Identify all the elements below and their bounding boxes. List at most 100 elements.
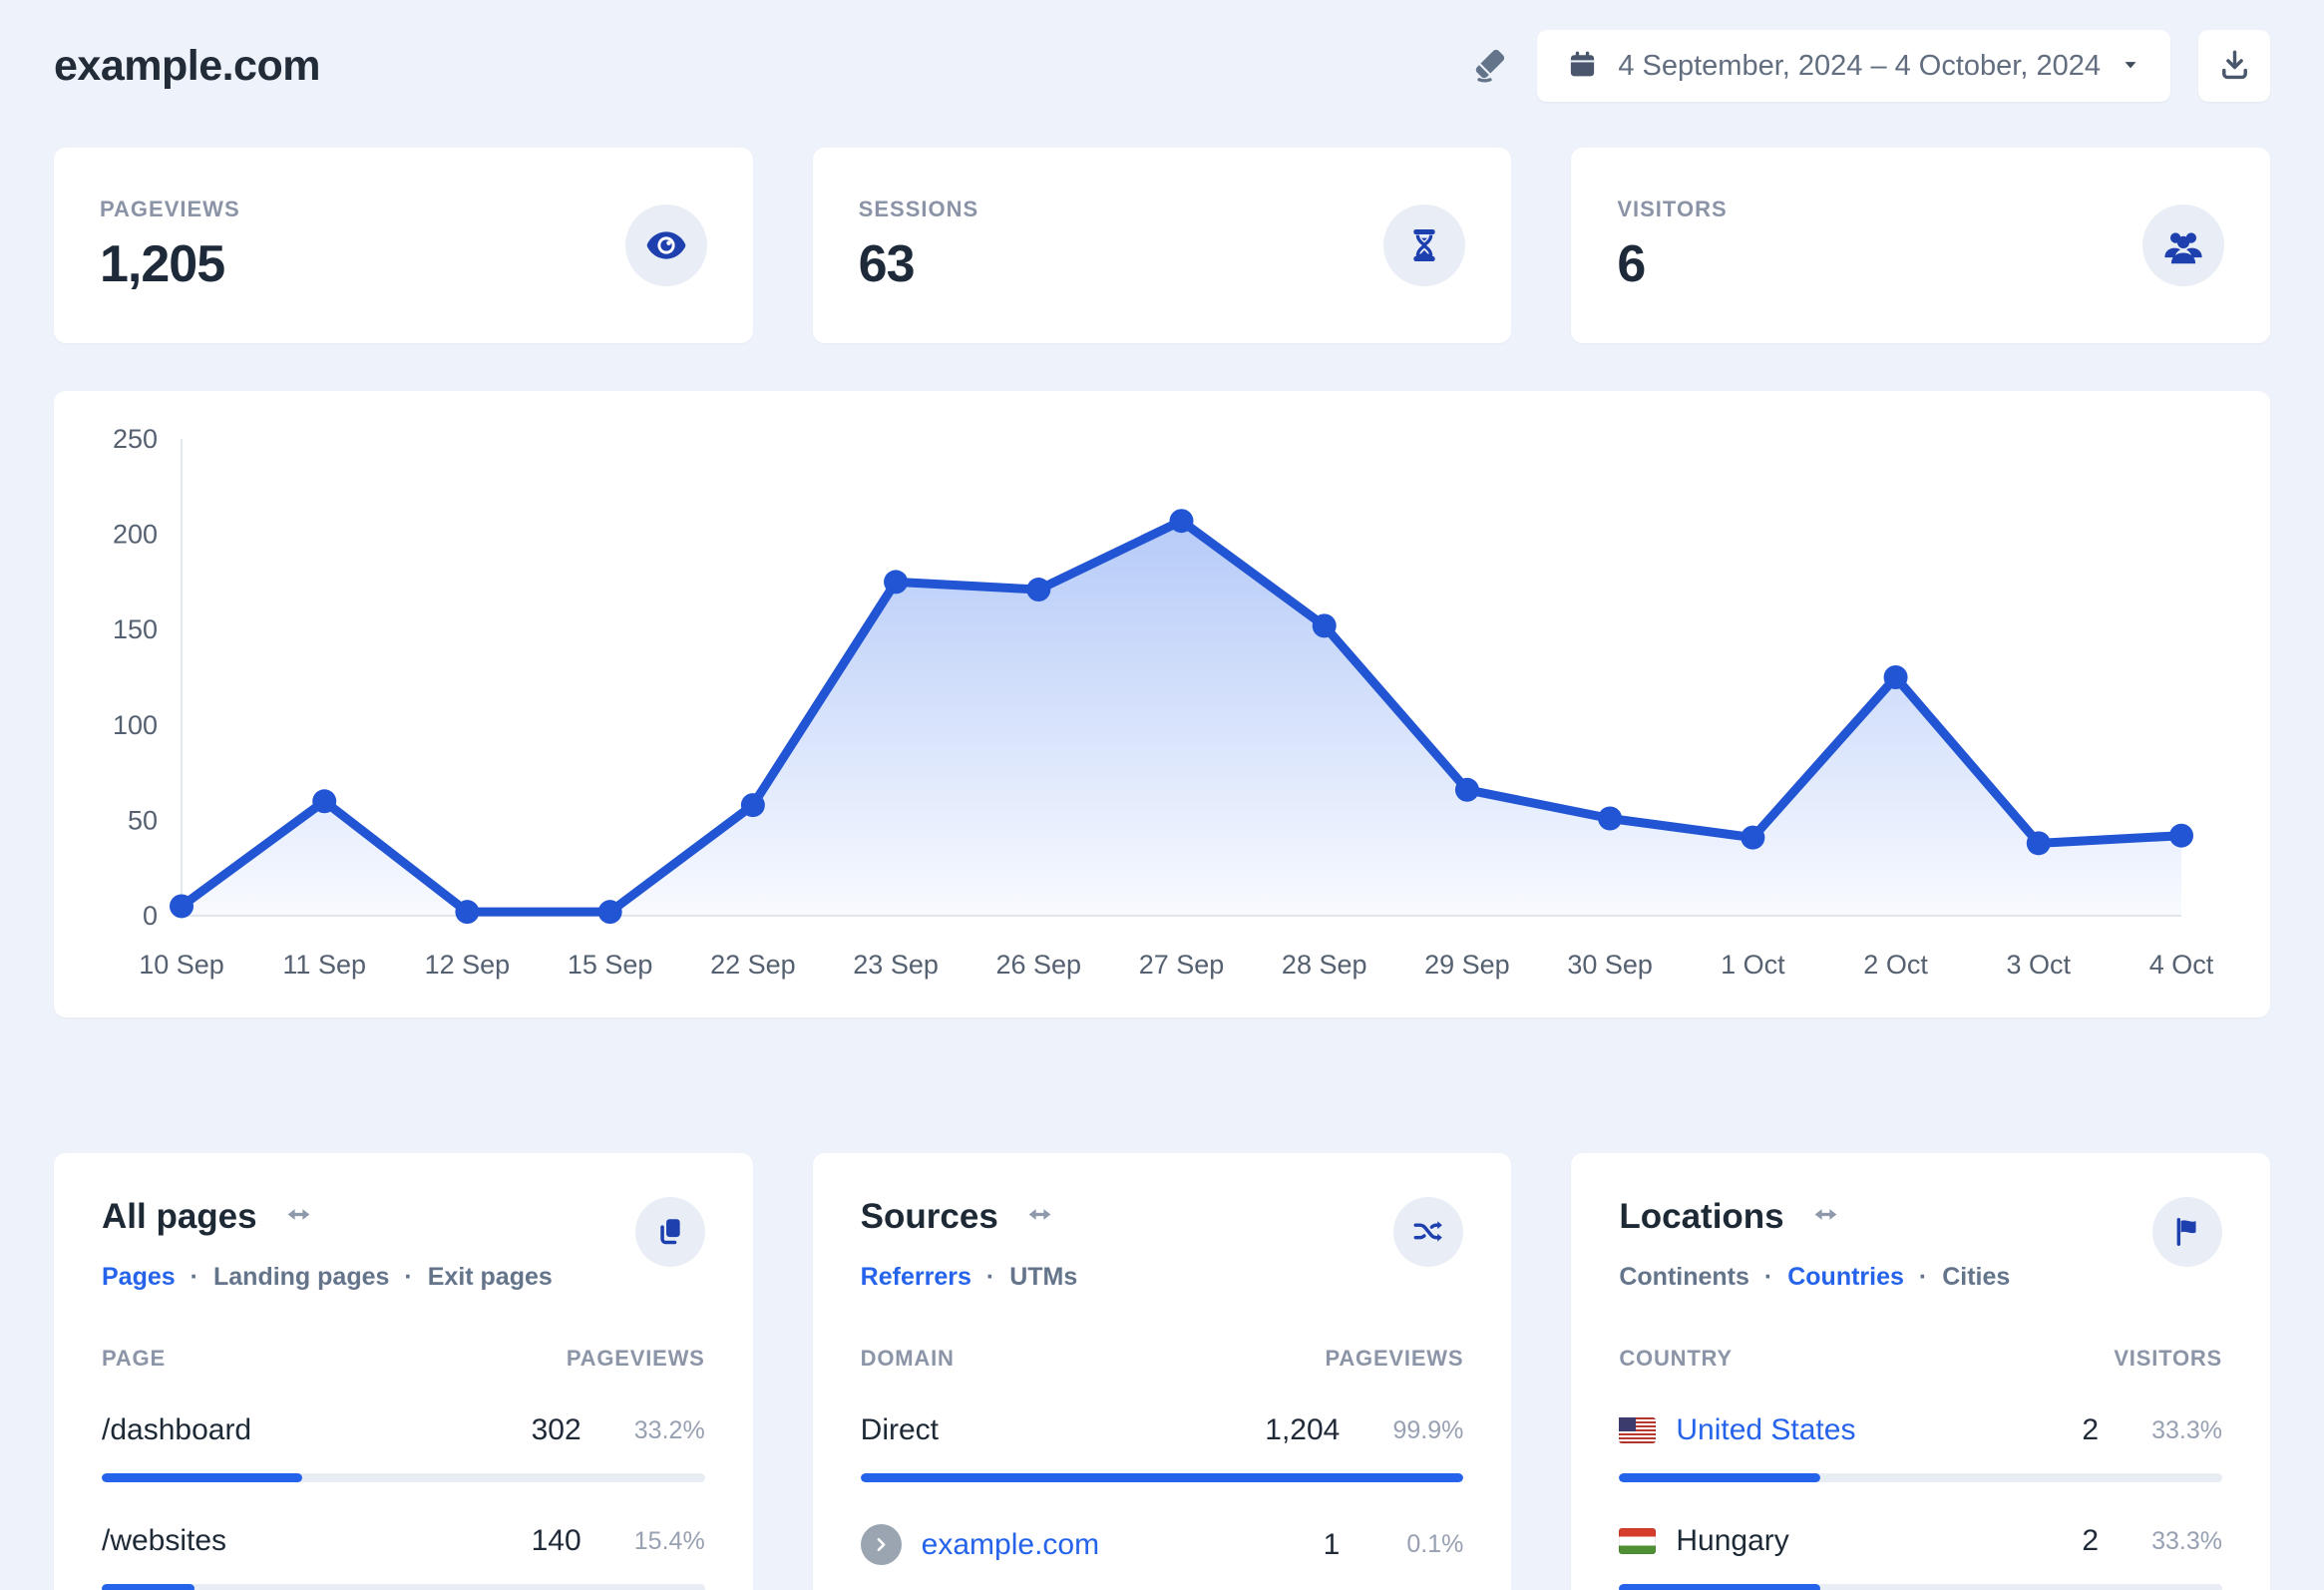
tab-pages[interactable]: Pages — [102, 1263, 176, 1291]
row-value: 302 — [531, 1413, 581, 1446]
svg-text:250: 250 — [113, 424, 158, 454]
hungary-flag-icon — [1619, 1528, 1657, 1554]
tab-referrers[interactable]: Referrers — [860, 1263, 971, 1291]
tab-continents[interactable]: Continents — [1619, 1263, 1749, 1291]
panel-title: Sources — [860, 1197, 998, 1236]
row-percent: 33.3% — [2151, 1526, 2223, 1555]
date-range-picker[interactable]: 4 September, 2024 – 4 October, 2024 — [1537, 30, 2170, 102]
svg-text:10 Sep: 10 Sep — [139, 950, 224, 980]
stat-label: VISITORS — [1617, 197, 1728, 221]
svg-text:100: 100 — [113, 710, 158, 740]
clear-filters-button[interactable] — [1469, 45, 1509, 88]
header-actions: 4 September, 2024 – 4 October, 2024 — [1469, 30, 2270, 102]
svg-text:11 Sep: 11 Sep — [282, 950, 366, 980]
stat-card-pageviews: PAGEVIEWS 1,205 — [54, 148, 753, 343]
us-flag-icon — [1619, 1417, 1657, 1443]
swap-horizontal-icon — [1810, 1199, 1841, 1235]
tab-cities[interactable]: Cities — [1942, 1263, 2011, 1291]
date-range-text: 4 September, 2024 – 4 October, 2024 — [1618, 49, 2101, 82]
row-name-text: United States — [1676, 1413, 1856, 1446]
progress-fill — [860, 1473, 1463, 1482]
row-percent: 99.9% — [1392, 1415, 1464, 1444]
download-icon — [2218, 48, 2251, 84]
table-row: Direct 1,204 99.9% — [860, 1413, 1464, 1482]
calendar-icon — [1567, 49, 1598, 83]
panel-all-pages: All pages Pages · Landing pages · Exit p… — [54, 1153, 753, 1590]
progress-fill — [1619, 1584, 1820, 1590]
row-name-link[interactable]: example.com — [860, 1524, 1100, 1565]
progress-fill — [102, 1473, 302, 1482]
progress-bar — [1619, 1473, 2223, 1482]
row-percent: 33.2% — [633, 1415, 705, 1444]
table-row: United States 2 33.3% — [1619, 1413, 2223, 1482]
tab-landing-pages[interactable]: Landing pages — [213, 1263, 390, 1291]
row-value: 2 — [2082, 1524, 2100, 1557]
svg-text:150: 150 — [113, 614, 158, 644]
table-row: /dashboard 302 33.2% — [102, 1413, 705, 1482]
people-group-icon — [2142, 204, 2225, 286]
svg-text:2 Oct: 2 Oct — [1863, 950, 1928, 980]
row-name[interactable]: Hungary — [1619, 1524, 1789, 1558]
tab-separator: · — [1918, 1263, 1928, 1291]
svg-text:50: 50 — [128, 805, 158, 835]
svg-text:4 Oct: 4 Oct — [2149, 950, 2214, 980]
progress-fill — [102, 1584, 195, 1590]
panels-row: All pages Pages · Landing pages · Exit p… — [54, 1153, 2271, 1590]
chevron-circle-icon — [860, 1524, 902, 1565]
panel-locations: Locations Continents · Countries · Citie… — [1571, 1153, 2271, 1590]
svg-text:26 Sep: 26 Sep — [995, 950, 1081, 980]
shuffle-icon — [1393, 1197, 1464, 1267]
pageviews-area-chart[interactable]: 0 50 100 150 200 250 10 Sep 11 Sep 12 Sep 15 Sep 2… — [82, 417, 2236, 995]
progress-bar — [860, 1473, 1464, 1482]
row-name[interactable]: /websites — [102, 1524, 227, 1557]
row-value: 1,204 — [1265, 1413, 1341, 1446]
stat-value: 6 — [1617, 235, 1646, 293]
column-header-page: PAGE — [102, 1346, 166, 1371]
stat-value: 1,205 — [100, 235, 225, 293]
stat-label: SESSIONS — [858, 197, 979, 221]
svg-text:23 Sep: 23 Sep — [853, 950, 939, 980]
stat-card-visitors: VISITORS 6 — [1571, 148, 2271, 343]
row-value: 1 — [1323, 1527, 1341, 1561]
tab-separator: · — [190, 1263, 198, 1291]
svg-text:12 Sep: 12 Sep — [425, 950, 511, 980]
progress-bar — [1619, 1584, 2223, 1590]
row-value: 140 — [531, 1524, 581, 1557]
copy-icon — [634, 1197, 705, 1267]
column-header-visitors: VISITORS — [2114, 1346, 2223, 1371]
eye-icon — [624, 204, 707, 286]
svg-text:22 Sep: 22 Sep — [710, 950, 796, 980]
table-row: Hungary 2 33.3% — [1619, 1524, 2223, 1590]
swap-horizontal-icon — [1024, 1199, 1055, 1235]
row-name[interactable]: Direct — [860, 1413, 940, 1446]
row-name-text: example.com — [921, 1527, 1100, 1561]
tab-countries[interactable]: Countries — [1787, 1263, 1904, 1291]
table-row: example.com 1 0.1% — [860, 1524, 1463, 1590]
row-percent: 33.3% — [2151, 1415, 2223, 1444]
row-name[interactable]: /dashboard — [102, 1413, 252, 1446]
svg-text:1 Oct: 1 Oct — [1721, 950, 1785, 980]
tab-separator: · — [1763, 1263, 1773, 1291]
svg-text:28 Sep: 28 Sep — [1282, 950, 1367, 980]
row-name-link[interactable]: United States — [1619, 1413, 1855, 1447]
stat-value: 63 — [858, 235, 916, 293]
stat-label: PAGEVIEWS — [100, 197, 240, 221]
page-title: example.com — [54, 41, 320, 90]
stat-card-sessions: SESSIONS 63 — [812, 148, 1512, 343]
eraser-icon — [1469, 45, 1509, 88]
pageviews-chart-card: 0 50 100 150 200 250 10 Sep 11 Sep 12 Sep 15 Sep 2… — [54, 391, 2270, 1017]
stats-row: PAGEVIEWS 1,205 SESSIONS 63 — [54, 148, 2271, 343]
download-button[interactable] — [2198, 30, 2270, 102]
tab-separator: · — [404, 1263, 413, 1291]
tab-separator: · — [985, 1263, 995, 1291]
swap-horizontal-icon — [283, 1199, 314, 1235]
tab-utms[interactable]: UTMs — [1009, 1263, 1078, 1291]
svg-text:0: 0 — [143, 901, 158, 931]
svg-text:3 Oct: 3 Oct — [2007, 950, 2072, 980]
progress-bar — [102, 1584, 705, 1590]
hourglass-icon — [1383, 204, 1466, 286]
column-header-country: COUNTRY — [1619, 1346, 1733, 1371]
tab-exit-pages[interactable]: Exit pages — [427, 1263, 553, 1291]
table-row: /websites 140 15.4% — [102, 1524, 705, 1590]
